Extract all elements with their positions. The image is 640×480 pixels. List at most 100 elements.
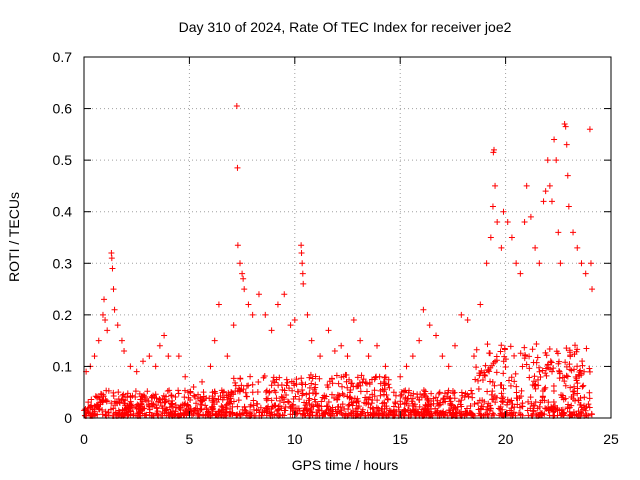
data-point xyxy=(458,311,465,318)
data-point xyxy=(365,353,372,360)
data-point xyxy=(491,146,498,153)
data-point xyxy=(500,208,507,215)
data-point xyxy=(291,317,298,324)
data-point xyxy=(114,322,121,329)
y-axis-label: ROTI / TECUs xyxy=(6,192,22,282)
data-point xyxy=(494,219,501,226)
y-tick-label: 0.5 xyxy=(53,152,73,168)
axis-ticks xyxy=(83,56,612,419)
data-point xyxy=(207,363,214,370)
data-point xyxy=(527,213,534,220)
data-point xyxy=(578,260,585,267)
data-point xyxy=(182,373,189,380)
data-point xyxy=(487,234,494,241)
data-point xyxy=(233,102,240,109)
data-point xyxy=(268,327,275,334)
x-tick-label: 5 xyxy=(186,431,194,447)
data-point xyxy=(587,260,594,267)
x-tick-label: 15 xyxy=(392,431,408,447)
data-point xyxy=(152,363,159,370)
data-point xyxy=(523,182,530,189)
data-point xyxy=(215,301,222,308)
data-point xyxy=(240,275,247,282)
data-point xyxy=(433,332,440,339)
data-point xyxy=(274,301,281,308)
data-point xyxy=(211,337,218,344)
data-point xyxy=(344,353,351,360)
data-point xyxy=(382,363,389,370)
x-tick-label: 25 xyxy=(603,431,619,447)
data-point xyxy=(409,353,416,360)
plot-frame xyxy=(83,56,612,419)
data-point xyxy=(574,244,581,251)
data-point xyxy=(548,198,555,205)
data-point xyxy=(586,126,593,133)
data-point xyxy=(470,353,477,360)
y-tick-label: 0.6 xyxy=(53,101,73,117)
data-point xyxy=(551,136,558,143)
data-point xyxy=(287,322,294,329)
data-point xyxy=(95,337,102,344)
data-point xyxy=(521,219,528,226)
data-point xyxy=(589,286,596,293)
data-point xyxy=(234,164,241,171)
x-tick-label: 10 xyxy=(287,431,303,447)
data-point xyxy=(582,270,589,277)
data-point xyxy=(490,149,497,156)
data-point xyxy=(325,327,332,334)
x-tick-label: 20 xyxy=(498,431,514,447)
data-point xyxy=(102,317,109,324)
y-tick-label: 0 xyxy=(64,410,72,426)
data-point xyxy=(464,317,471,324)
y-tick-label: 0.4 xyxy=(53,204,73,220)
data-point xyxy=(175,353,182,360)
data-point xyxy=(234,242,241,249)
data-point xyxy=(230,322,237,329)
data-point xyxy=(161,332,168,339)
data-point xyxy=(540,198,547,205)
x-tick-label: 0 xyxy=(80,431,88,447)
data-point xyxy=(108,255,115,262)
data-point xyxy=(374,342,381,349)
data-point xyxy=(555,229,562,236)
data-point xyxy=(111,306,118,313)
y-tick-label: 0.2 xyxy=(53,307,73,323)
data-point xyxy=(483,260,490,267)
data-point xyxy=(553,157,560,164)
data-point xyxy=(146,353,153,360)
data-point xyxy=(308,337,315,344)
data-point xyxy=(508,234,515,241)
data-point xyxy=(190,384,197,391)
data-point xyxy=(110,286,117,293)
data-point xyxy=(426,322,433,329)
data-point xyxy=(239,270,246,277)
data-scatter xyxy=(81,102,596,419)
data-point xyxy=(298,249,305,256)
data-point xyxy=(101,296,108,303)
data-point xyxy=(109,265,116,272)
y-tick-label: 0.1 xyxy=(53,358,73,374)
data-point xyxy=(104,327,111,334)
grid-lines xyxy=(84,57,611,418)
data-point xyxy=(492,182,499,189)
data-point xyxy=(403,363,410,370)
data-point xyxy=(299,270,306,277)
data-point xyxy=(544,157,551,164)
data-point xyxy=(416,337,423,344)
data-point xyxy=(127,363,134,370)
data-point xyxy=(452,342,459,349)
data-point xyxy=(439,353,446,360)
data-point xyxy=(532,244,539,251)
data-point xyxy=(304,311,311,318)
data-point xyxy=(536,260,543,267)
data-point-cloud xyxy=(81,341,595,419)
data-point xyxy=(140,358,147,365)
data-point xyxy=(331,347,338,354)
data-point xyxy=(562,123,569,130)
data-point xyxy=(299,260,306,267)
data-point xyxy=(542,188,549,195)
data-point xyxy=(357,337,364,344)
x-tick-labels: 0 5 10 15 20 25 xyxy=(80,431,619,447)
data-point xyxy=(563,141,570,148)
data-point xyxy=(156,342,163,349)
